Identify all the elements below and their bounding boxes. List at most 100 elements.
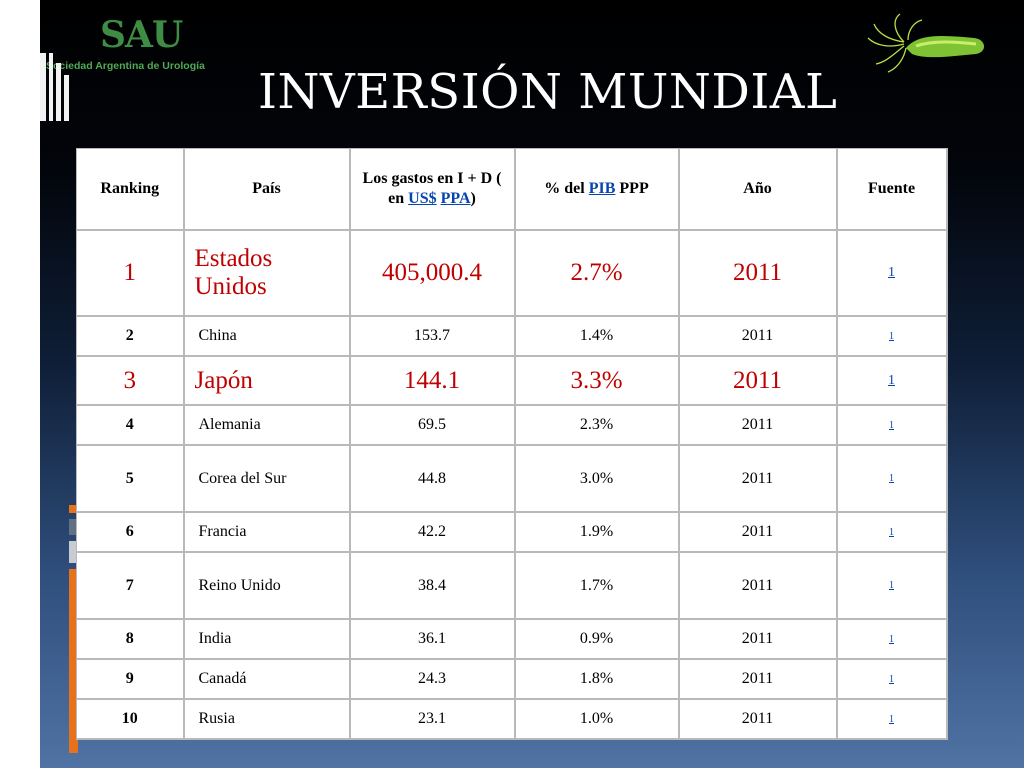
rank-cell: 5 xyxy=(76,444,185,513)
year-cell: 2011 xyxy=(678,355,838,406)
sau-logo: SAU Sociedad Argentina de Urología xyxy=(46,14,246,79)
table-row: 3 Japón 144.1 3.3% 2011 1 xyxy=(76,355,948,406)
table-row: 1 Estados Unidos 405,000.4 2.7% 2011 1 xyxy=(76,229,948,317)
source-cell: 1 xyxy=(836,698,948,740)
source-link[interactable]: 1 xyxy=(889,330,894,342)
source-link[interactable]: 1 xyxy=(889,526,894,538)
year-cell: 2011 xyxy=(678,511,838,553)
source-link[interactable]: 1 xyxy=(889,633,894,645)
rank-cell: 10 xyxy=(76,698,185,740)
pib-link[interactable]: PIB xyxy=(588,180,616,197)
country-cell: Francia xyxy=(183,511,351,553)
country-cell: Corea del Sur xyxy=(183,444,351,513)
year-cell: 2011 xyxy=(678,444,838,513)
pib-cell: 1.4% xyxy=(514,315,680,357)
usd-link[interactable]: US$ xyxy=(408,190,437,207)
year-cell: 2011 xyxy=(678,551,838,620)
spend-cell: 42.2 xyxy=(349,511,516,553)
spend-cell: 24.3 xyxy=(349,658,516,700)
year-cell: 2011 xyxy=(678,698,838,740)
spend-cell: 144.1 xyxy=(349,355,516,406)
header-ranking: Ranking xyxy=(76,148,185,231)
country-cell: Reino Unido xyxy=(183,551,351,620)
pib-cell: 0.9% xyxy=(514,618,680,660)
header-gastos: Los gastos en I + D ( en US$ PPA) xyxy=(349,148,516,231)
pib-cell: 3.0% xyxy=(514,444,680,513)
pib-cell: 1.7% xyxy=(514,551,680,620)
source-cell: 1 xyxy=(836,355,948,406)
logo-mark: SAU xyxy=(100,14,183,56)
spend-cell: 44.8 xyxy=(349,444,516,513)
source-link[interactable]: 1 xyxy=(889,473,894,484)
rank-cell: 3 xyxy=(76,355,185,406)
year-cell: 2011 xyxy=(678,229,838,317)
source-link[interactable]: 1 xyxy=(889,580,894,591)
table-row: 4 Alemania 69.5 2.3% 2011 1 xyxy=(76,404,948,446)
pib-cell: 1.0% xyxy=(514,698,680,740)
country-cell: China xyxy=(183,315,351,357)
spend-cell: 23.1 xyxy=(349,698,516,740)
country-cell: Canadá xyxy=(183,658,351,700)
year-cell: 2011 xyxy=(678,658,838,700)
source-link[interactable]: 1 xyxy=(889,419,894,431)
table-row: 5 Corea del Sur 44.8 3.0% 2011 1 xyxy=(76,444,948,513)
country-cell: Japón xyxy=(183,355,351,406)
source-cell: 1 xyxy=(836,618,948,660)
pib-cell: 2.7% xyxy=(514,229,680,317)
header-pib-text: % del xyxy=(544,180,585,197)
source-cell: 1 xyxy=(836,404,948,446)
country-cell: Estados Unidos xyxy=(183,229,351,317)
spend-cell: 36.1 xyxy=(349,618,516,660)
source-link[interactable]: 1 xyxy=(888,372,895,388)
year-cell: 2011 xyxy=(678,404,838,446)
header-fuente: Fuente xyxy=(836,148,948,231)
source-cell: 1 xyxy=(836,551,948,620)
source-cell: 1 xyxy=(836,511,948,553)
table-row: 2 China 153.7 1.4% 2011 1 xyxy=(76,315,948,357)
rank-cell: 6 xyxy=(76,511,185,553)
spend-cell: 405,000.4 xyxy=(349,229,516,317)
rank-cell: 9 xyxy=(76,658,185,700)
spend-cell: 153.7 xyxy=(349,315,516,357)
header-pais: País xyxy=(183,148,351,231)
table-header-row: Ranking País Los gastos en I + D ( en US… xyxy=(76,148,948,231)
rank-cell: 1 xyxy=(76,229,185,317)
spend-cell: 38.4 xyxy=(349,551,516,620)
country-cell: Alemania xyxy=(183,404,351,446)
source-cell: 1 xyxy=(836,444,948,513)
source-link[interactable]: 1 xyxy=(888,265,895,280)
header-gastos-close: ) xyxy=(470,190,476,207)
page-title: INVERSIÓN MUNDIAL xyxy=(258,64,838,120)
table-row: 10 Rusia 23.1 1.0% 2011 1 xyxy=(76,698,948,740)
source-link[interactable]: 1 xyxy=(889,713,894,725)
pib-cell: 1.9% xyxy=(514,511,680,553)
source-cell: 1 xyxy=(836,315,948,357)
side-marks xyxy=(66,505,80,753)
table-row: 8 India 36.1 0.9% 2011 1 xyxy=(76,618,948,660)
header-pib-suffix: PPP xyxy=(619,180,649,197)
logo-name: Sociedad Argentina de Urología xyxy=(46,60,205,72)
ppa-link[interactable]: PPA xyxy=(440,190,471,207)
rank-cell: 8 xyxy=(76,618,185,660)
source-link[interactable]: 1 xyxy=(889,673,894,685)
table-row: 9 Canadá 24.3 1.8% 2011 1 xyxy=(76,658,948,700)
research-spending-table: Ranking País Los gastos en I + D ( en US… xyxy=(76,148,948,740)
country-cell: Rusia xyxy=(183,698,351,740)
spend-cell: 69.5 xyxy=(349,404,516,446)
slide: SAU Sociedad Argentina de Urología INVER… xyxy=(40,0,1024,768)
table-row: 6 Francia 42.2 1.9% 2011 1 xyxy=(76,511,948,553)
header-gastos-text: Los gastos en I + D ( en xyxy=(362,170,502,207)
header-anio: Año xyxy=(678,148,838,231)
pib-cell: 1.8% xyxy=(514,658,680,700)
rank-cell: 7 xyxy=(76,551,185,620)
pib-cell: 2.3% xyxy=(514,404,680,446)
year-cell: 2011 xyxy=(678,315,838,357)
pib-cell: 3.3% xyxy=(514,355,680,406)
table-row: 7 Reino Unido 38.4 1.7% 2011 1 xyxy=(76,551,948,620)
bacteria-icon xyxy=(867,13,985,73)
rank-cell: 2 xyxy=(76,315,185,357)
source-cell: 1 xyxy=(836,658,948,700)
header-pib: % del PIB PPP xyxy=(514,148,680,231)
rank-cell: 4 xyxy=(76,404,185,446)
source-cell: 1 xyxy=(836,229,948,317)
